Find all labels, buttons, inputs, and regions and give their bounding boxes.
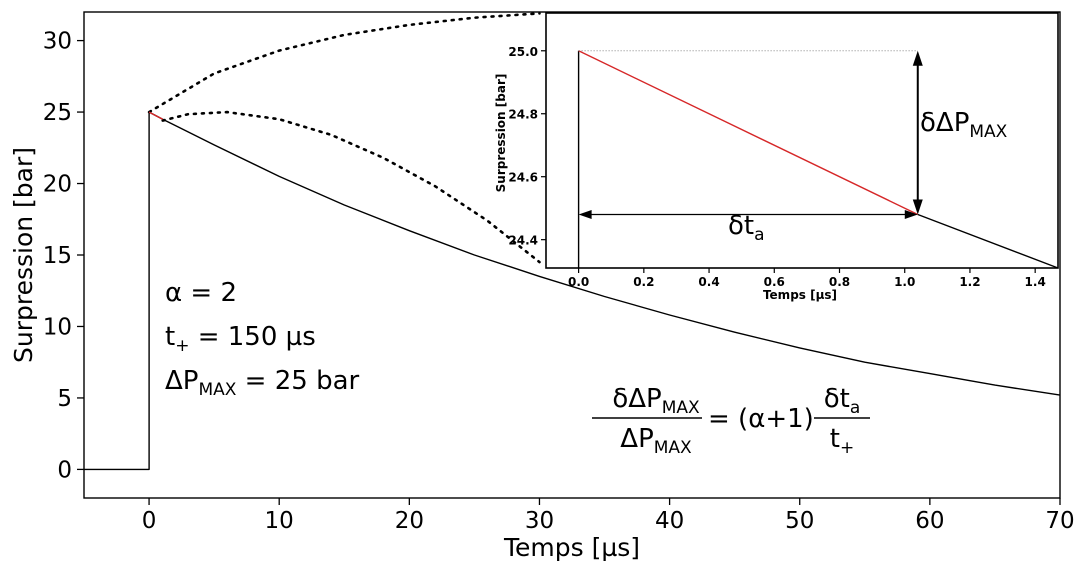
main-ticks: 0 10 20 30 40 50 60 70 0 5 10 15 20 25 30 — [43, 29, 1075, 534]
delta-t-arrowhead-right — [904, 209, 918, 219]
inset-x-tick-label: 0.4 — [698, 275, 719, 289]
main-series-line-4 — [148, 111, 164, 120]
inset-series-line-2 — [917, 213, 1059, 269]
main-y-tick-label: 25 — [43, 100, 72, 126]
delta-p-max-annotation: ΔPMAX = 25 bar — [165, 366, 360, 400]
parameter-annotations: α = 2 t+ = 150 µs ΔPMAX = 25 bar — [165, 278, 360, 400]
inset-y-tick-label: 24.4 — [508, 234, 538, 248]
formula-frac2-numerator: δta — [824, 384, 861, 418]
inset-y-tick-label: 24.8 — [508, 108, 538, 122]
inset-annotations: δta δΔPMAX — [578, 50, 1008, 245]
inset-x-tick-label: 1.0 — [894, 275, 915, 289]
main-x-tick-label: 0 — [142, 508, 157, 534]
inset-series — [577, 50, 1059, 269]
formula: δΔPMAX ΔPMAX = (α+1) δta t+ — [592, 384, 870, 458]
delta-p-arrowhead-bottom — [912, 199, 923, 215]
formula-middle: = (α+1) — [708, 404, 814, 434]
main-x-tick-label: 20 — [395, 508, 424, 534]
inset-x-tick-label: 1.2 — [959, 275, 980, 289]
main-y-tick-label: 10 — [43, 314, 72, 340]
inset-ticks: 0.0 0.2 0.4 0.6 0.8 1.0 1.2 1.4 24.4 24.6 24.8 25.0 — [508, 45, 1045, 289]
inset-x-tick-label: 0.8 — [829, 275, 850, 289]
inset-series-line-3 — [578, 50, 919, 216]
main-series-line-3 — [161, 110, 541, 264]
inset-background — [546, 13, 1058, 268]
inset-x-tick-label: 1.4 — [1025, 275, 1046, 289]
main-x-tick-label: 10 — [265, 508, 294, 534]
main-x-tick-label: 30 — [525, 508, 554, 534]
main-x-axis-label: Temps [µs] — [503, 533, 640, 562]
main-series-line-2 — [147, 12, 541, 114]
main-x-tick-label: 60 — [915, 508, 944, 534]
delta-t-arrowhead-left — [578, 209, 592, 219]
formula-numerator: δΔPMAX — [612, 384, 700, 418]
main-x-tick-label: 50 — [785, 508, 814, 534]
formula-denominator: ΔPMAX — [620, 424, 692, 458]
delta-p-arrowhead-top — [912, 50, 923, 66]
main-x-tick-label: 70 — [1045, 508, 1074, 534]
main-series — [84, 12, 1061, 471]
inset-y-tick-label: 24.6 — [508, 171, 538, 185]
main-y-tick-label: 30 — [43, 29, 72, 55]
formula-frac2-denominator: t+ — [830, 424, 854, 458]
t-plus-annotation: t+ = 150 µs — [165, 322, 316, 356]
main-y-tick-label: 15 — [43, 243, 72, 269]
inset-x-tick-label: 0.2 — [633, 275, 654, 289]
main-x-tick-label: 40 — [655, 508, 684, 534]
inset-x-tick-label: 0.0 — [568, 275, 589, 289]
inset-frame — [545, 12, 1059, 269]
inset-x-axis-label: Temps [µs] — [763, 288, 837, 302]
inset-y-tick-label: 25.0 — [508, 45, 538, 59]
inset-x-tick-label: 0.6 — [764, 275, 785, 289]
alpha-annotation: α = 2 — [165, 278, 237, 308]
delta-p-label: δΔPMAX — [920, 108, 1008, 142]
main-y-tick-label: 20 — [43, 172, 72, 198]
main-y-tick-label: 0 — [57, 457, 72, 483]
inset-y-axis-label: Surpression [bar] — [494, 74, 508, 193]
inset-plot: 0.0 0.2 0.4 0.6 0.8 1.0 1.2 1.4 24.4 24.6 24.8 25.0… — [494, 12, 1059, 302]
delta-t-label: δta — [728, 211, 765, 245]
main-plot: 0 10 20 30 40 50 60 70 0 5 10 15 20 25 30 Temps [µs] S… — [9, 11, 1075, 562]
main-y-tick-label: 5 — [57, 386, 72, 412]
main-y-axis-label: Surpression [bar] — [9, 147, 38, 363]
